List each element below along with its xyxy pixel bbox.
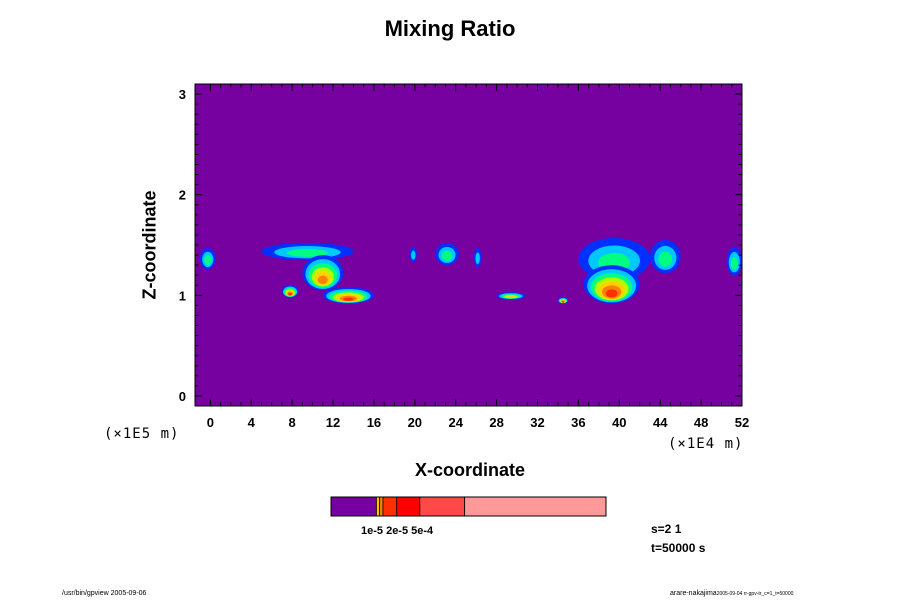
- colorbar: 1e-5 2e-5 5e-4: [330, 496, 607, 537]
- y-tick-label: 2: [179, 188, 186, 203]
- x-tick-label: 12: [326, 415, 340, 430]
- cloud-5-level-1: [411, 250, 416, 260]
- x-tick-label: 32: [530, 415, 544, 430]
- y-axis: 0 1 2 3: [179, 87, 742, 404]
- footer-right: arare-nakajima2005-09-04 rr-gpv-tr_c=1_t…: [670, 590, 793, 597]
- x-tick-label: 8: [289, 415, 296, 430]
- colorbar-swatch: [375, 496, 381, 517]
- x-tick-label: 44: [653, 415, 668, 430]
- y-tick-label: 3: [179, 87, 186, 102]
- x-tick-label: 4: [248, 415, 256, 430]
- cloud-7-level-1: [475, 252, 480, 265]
- cloud-9-level-6: [561, 300, 565, 303]
- x-tick-label: 40: [612, 415, 626, 430]
- cloud-12-level-2: [658, 251, 673, 267]
- cloud-13-level-2: [730, 257, 738, 270]
- colorbar-swatch: [330, 496, 377, 517]
- x-tick-label: 20: [408, 415, 422, 430]
- x-tick-label: 24: [448, 415, 463, 430]
- x-tick-label: 0: [207, 415, 214, 430]
- y-axis-unit: (×1E5 m): [104, 426, 180, 442]
- x-tick-label: 48: [694, 415, 708, 430]
- footer-left: /usr/bin/gpview 2005-09-06: [62, 590, 147, 597]
- colorbar-swatch: [464, 496, 607, 517]
- x-tick-label: 28: [489, 415, 503, 430]
- cloud-11-level-6: [605, 289, 618, 298]
- cloud-8-level-4: [506, 295, 516, 298]
- x-axis: 0 4 8 12 16 20 24 28 32 36 40 44 48 52: [207, 84, 749, 430]
- x-axis-unit: (×1E4 m): [668, 436, 744, 452]
- cloud-field: [200, 237, 742, 304]
- y-axis-label: Z-coordinate: [139, 190, 160, 300]
- x-axis-label: X-coordinate: [414, 460, 525, 480]
- colorbar-swatch: [382, 496, 398, 517]
- cloud-0-level-2: [204, 255, 212, 265]
- colorbar-label: 1e-5 2e-5 5e-4: [361, 525, 434, 537]
- colorbar-info-t: t=50000 s: [651, 541, 706, 555]
- colorbar-swatch: [396, 496, 421, 517]
- cloud-1-level-2: [287, 249, 328, 257]
- footer-right-main: arare-nakajima: [670, 590, 717, 597]
- cloud-3-level-6: [288, 292, 292, 296]
- chart-title: Mixing Ratio: [384, 16, 516, 41]
- colorbar-swatch: [419, 496, 466, 517]
- colorbar-info-s: s=2 1: [651, 522, 682, 536]
- y-tick-label: 1: [179, 288, 186, 303]
- cloud-2-level-5: [317, 275, 328, 284]
- x-tick-label: 16: [367, 415, 381, 430]
- y-tick-label: 0: [179, 389, 186, 404]
- cloud-6-level-2: [441, 250, 453, 261]
- x-tick-label: 36: [571, 415, 585, 430]
- footer-right-small: 2005-09-04 rr-gpv-tr_c=1_t=50000: [716, 591, 794, 597]
- colorbar-frame: [330, 496, 607, 517]
- x-tick-label: 52: [735, 415, 749, 430]
- cloud-4-level-6: [342, 297, 354, 301]
- colorbar-swatch: [379, 496, 384, 517]
